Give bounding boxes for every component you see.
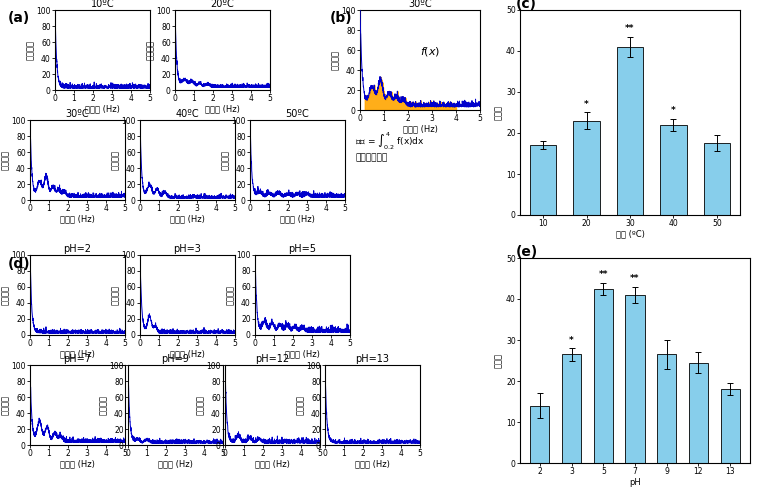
- Title: pH=3: pH=3: [173, 244, 202, 254]
- Title: 50ºC: 50ºC: [286, 109, 310, 119]
- Bar: [617, 47, 643, 215]
- X-axis label: 周波数 (Hz): 周波数 (Hz): [355, 460, 390, 468]
- Y-axis label: 信号強度: 信号強度: [221, 150, 230, 170]
- X-axis label: pH: pH: [629, 478, 641, 487]
- Text: 面積 = $\int_{0.2}^{4}$ f(x)dx
　（活動量）: 面積 = $\int_{0.2}^{4}$ f(x)dx （活動量）: [355, 130, 424, 162]
- Title: 20ºC: 20ºC: [211, 0, 234, 9]
- Text: (b): (b): [330, 11, 353, 25]
- Bar: [625, 295, 644, 463]
- Text: *: *: [671, 106, 676, 115]
- Text: (c): (c): [516, 0, 537, 11]
- X-axis label: 周波数 (Hz): 周波数 (Hz): [60, 460, 95, 468]
- Text: *: *: [569, 336, 574, 345]
- Text: **: **: [625, 24, 634, 33]
- Bar: [574, 121, 600, 215]
- X-axis label: 周波数 (Hz): 周波数 (Hz): [285, 349, 320, 359]
- Y-axis label: 信号強度: 信号強度: [1, 285, 10, 305]
- Y-axis label: 信号強度: 信号強度: [226, 285, 235, 305]
- Y-axis label: 信号強度: 信号強度: [26, 40, 35, 60]
- Y-axis label: 信号強度: 信号強度: [331, 50, 340, 70]
- Text: **: **: [598, 270, 608, 279]
- Text: **: **: [631, 274, 640, 283]
- Y-axis label: 信号強度: 信号強度: [111, 285, 120, 305]
- X-axis label: 周波数 (Hz): 周波数 (Hz): [158, 460, 193, 468]
- Bar: [594, 289, 613, 463]
- Text: *: *: [584, 100, 589, 109]
- X-axis label: 周波数 (Hz): 周波数 (Hz): [280, 215, 315, 223]
- Bar: [661, 125, 687, 215]
- Text: (a): (a): [8, 11, 30, 25]
- Bar: [721, 389, 739, 463]
- Text: (d): (d): [8, 257, 31, 271]
- Title: 10ºC: 10ºC: [91, 0, 114, 9]
- X-axis label: 周波数 (Hz): 周波数 (Hz): [85, 104, 120, 114]
- Y-axis label: 信号強度: 信号強度: [99, 395, 108, 415]
- Y-axis label: 信号強度: 信号強度: [1, 395, 10, 415]
- Title: 40ºC: 40ºC: [176, 109, 199, 119]
- Bar: [562, 354, 581, 463]
- Title: pH=9: pH=9: [162, 354, 189, 364]
- X-axis label: 周波数 (Hz): 周波数 (Hz): [170, 215, 205, 223]
- Y-axis label: 信号強度: 信号強度: [296, 395, 305, 415]
- X-axis label: 周波数 (Hz): 周波数 (Hz): [205, 104, 240, 114]
- Text: (e): (e): [516, 245, 538, 259]
- Bar: [657, 354, 676, 463]
- Title: pH=12: pH=12: [256, 354, 290, 364]
- X-axis label: 周波数 (Hz): 周波数 (Hz): [60, 349, 95, 359]
- Y-axis label: 活動量: 活動量: [494, 105, 504, 120]
- Bar: [704, 143, 730, 215]
- X-axis label: 周波数 (Hz): 周波数 (Hz): [60, 215, 95, 223]
- Y-axis label: 信号強度: 信号強度: [196, 395, 205, 415]
- Text: $f(x)$: $f(x)$: [420, 46, 440, 58]
- Title: pH=2: pH=2: [63, 244, 92, 254]
- Y-axis label: 活動量: 活動量: [494, 353, 504, 368]
- X-axis label: 周波数 (Hz): 周波数 (Hz): [170, 349, 205, 359]
- Title: 30ºC: 30ºC: [408, 0, 432, 9]
- X-axis label: 周波数 (Hz): 周波数 (Hz): [255, 460, 290, 468]
- Title: pH=13: pH=13: [356, 354, 390, 364]
- Title: 30ºC: 30ºC: [65, 109, 89, 119]
- Y-axis label: 信号強度: 信号強度: [146, 40, 155, 60]
- Y-axis label: 信号強度: 信号強度: [1, 150, 10, 170]
- X-axis label: 温度 (ºC): 温度 (ºC): [615, 229, 644, 239]
- Bar: [689, 363, 708, 463]
- X-axis label: 周波数 (Hz): 周波数 (Hz): [403, 124, 437, 134]
- Y-axis label: 信号強度: 信号強度: [111, 150, 120, 170]
- Bar: [530, 146, 556, 215]
- Title: pH=5: pH=5: [289, 244, 316, 254]
- Title: pH=7: pH=7: [63, 354, 92, 364]
- Bar: [531, 406, 550, 463]
